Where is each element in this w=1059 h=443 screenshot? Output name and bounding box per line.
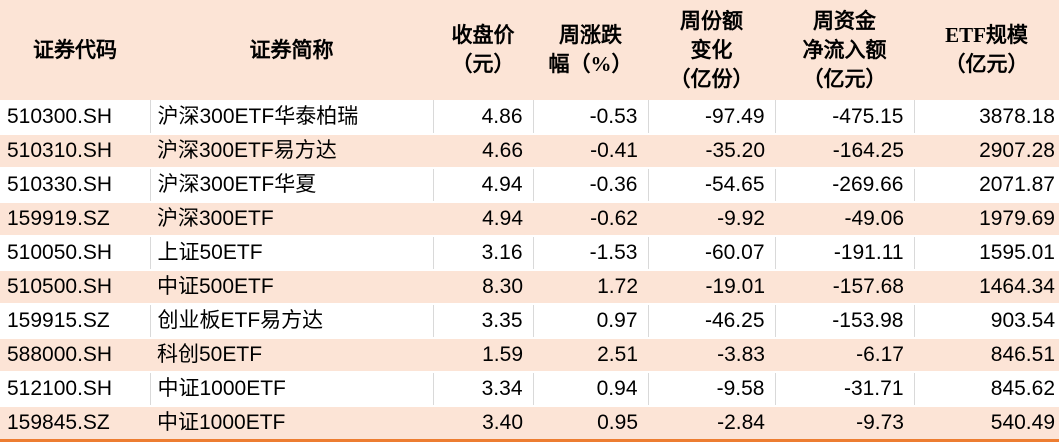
table-row: 510050.SH 上证50ETF 3.16 -1.53 -60.07 -191.11 15…	[0, 236, 1059, 271]
cell-close-price: 4.94	[433, 202, 533, 237]
cell-name: 沪深300ETF易方达	[150, 134, 433, 169]
cell-share-change: -19.01	[648, 270, 775, 305]
cell-name: 沪深300ETF华夏	[150, 168, 434, 203]
cell-close-price: 3.40	[433, 406, 533, 441]
column-header-name: 证券简称	[150, 0, 433, 100]
cell-etf-scale: 1464.34	[914, 270, 1059, 305]
cell-etf-scale: 846.51	[914, 338, 1059, 373]
cell-share-change: -3.83	[648, 338, 775, 373]
column-header-code: 证券代码	[0, 0, 150, 100]
cell-weekly-change: 0.97	[533, 304, 649, 339]
cell-net-inflow: -191.11	[775, 236, 915, 271]
cell-code: 512100.SH	[0, 372, 151, 407]
table-row: 588000.SH 科创50ETF 1.59 2.51 -3.83 -6.17 846.51	[0, 338, 1059, 373]
cell-name: 上证50ETF	[150, 236, 434, 271]
cell-weekly-change: -0.36	[533, 168, 649, 203]
cell-net-inflow: -6.17	[775, 338, 914, 373]
cell-code: 159919.SZ	[0, 202, 150, 237]
cell-name: 中证1000ETF	[150, 372, 434, 407]
cell-name: 科创50ETF	[150, 338, 433, 373]
cell-net-inflow: -49.06	[775, 202, 914, 237]
cell-net-inflow: -157.68	[775, 270, 914, 305]
table-row: 159919.SZ 沪深300ETF 4.94 -0.62 -9.92 -49.06 197…	[0, 202, 1059, 237]
table-row: 510500.SH 中证500ETF 8.30 1.72 -19.01 -157.68 14…	[0, 270, 1059, 305]
cell-code: 510050.SH	[0, 236, 151, 271]
cell-weekly-change: -1.53	[533, 236, 649, 271]
cell-etf-scale: 2907.28	[914, 134, 1059, 169]
cell-weekly-change: 0.95	[533, 406, 648, 441]
cell-code: 159915.SZ	[0, 304, 151, 339]
cell-net-inflow: -153.98	[775, 304, 915, 339]
table-row: 512100.SH 中证1000ETF 3.34 0.94 -9.58 -31.71 845…	[0, 372, 1059, 407]
cell-close-price: 3.35	[433, 304, 534, 339]
cell-code: 510330.SH	[0, 168, 151, 203]
column-header-net_inflow: 周资金 净流入额 （亿元）	[775, 0, 914, 100]
cell-share-change: -35.20	[648, 134, 775, 169]
column-header-scale: ETF规模 （亿元）	[914, 0, 1059, 100]
cell-code: 588000.SH	[0, 338, 150, 373]
cell-close-price: 8.30	[433, 270, 533, 305]
cell-code: 510310.SH	[0, 134, 150, 169]
header-row: 证券代码 证券简称 收盘价 （元） 周涨跌 幅（%） 周份额 变化 （亿份） 周资金 净流…	[0, 0, 1059, 100]
cell-name: 沪深300ETF华泰柏瑞	[150, 100, 434, 135]
cell-weekly-change: -0.53	[533, 100, 649, 135]
cell-close-price: 4.94	[433, 168, 534, 203]
cell-close-price: 4.86	[433, 100, 534, 135]
cell-share-change: -2.84	[648, 406, 775, 441]
cell-share-change: -9.92	[648, 202, 775, 237]
cell-net-inflow: -164.25	[775, 134, 914, 169]
cell-name: 创业板ETF易方达	[150, 304, 434, 339]
cell-code: 159845.SZ	[0, 406, 150, 441]
table-row: 159845.SZ 中证1000ETF 3.40 0.95 -2.84 -9.73 540.…	[0, 406, 1059, 441]
cell-share-change: -46.25	[648, 304, 776, 339]
column-header-week_chg: 周涨跌 幅（%）	[533, 0, 648, 100]
cell-etf-scale: 1979.69	[914, 202, 1059, 237]
cell-code: 510300.SH	[0, 100, 151, 135]
cell-etf-scale: 903.54	[914, 304, 1059, 339]
cell-share-change: -54.65	[648, 168, 776, 203]
table-body: 510300.SH 沪深300ETF华泰柏瑞 4.86 -0.53 -97.49 -475…	[0, 100, 1059, 441]
table-row: 510330.SH 沪深300ETF华夏 4.94 -0.36 -54.65 -269.6…	[0, 168, 1059, 203]
cell-close-price: 4.66	[433, 134, 533, 169]
cell-share-change: -9.58	[648, 372, 776, 407]
cell-share-change: -97.49	[648, 100, 776, 135]
cell-name: 沪深300ETF	[150, 202, 433, 237]
cell-name: 中证500ETF	[150, 270, 433, 305]
cell-weekly-change: -0.41	[533, 134, 648, 169]
table-header: 证券代码 证券简称 收盘价 （元） 周涨跌 幅（%） 周份额 变化 （亿份） 周资金 净流…	[0, 0, 1059, 100]
cell-net-inflow: -269.66	[775, 168, 915, 203]
column-header-close: 收盘价 （元）	[433, 0, 533, 100]
table-row: 159915.SZ 创业板ETF易方达 3.35 0.97 -46.25 -153.98 9…	[0, 304, 1059, 339]
cell-etf-scale: 2071.87	[914, 168, 1059, 203]
cell-etf-scale: 540.49	[914, 406, 1059, 441]
cell-code: 510500.SH	[0, 270, 150, 305]
cell-weekly-change: -0.62	[533, 202, 648, 237]
cell-etf-scale: 3878.18	[914, 100, 1059, 135]
cell-net-inflow: -9.73	[775, 406, 914, 441]
cell-close-price: 1.59	[433, 338, 533, 373]
cell-weekly-change: 0.94	[533, 372, 649, 407]
cell-close-price: 3.16	[433, 236, 534, 271]
column-header-share_chg: 周份额 变化 （亿份）	[648, 0, 775, 100]
cell-weekly-change: 1.72	[533, 270, 648, 305]
table-row: 510300.SH 沪深300ETF华泰柏瑞 4.86 -0.53 -97.49 -475…	[0, 100, 1059, 135]
cell-close-price: 3.34	[433, 372, 534, 407]
cell-weekly-change: 2.51	[533, 338, 648, 373]
cell-net-inflow: -475.15	[775, 100, 915, 135]
table-row: 510310.SH 沪深300ETF易方达 4.66 -0.41 -35.20 -164.…	[0, 134, 1059, 169]
cell-etf-scale: 1595.01	[914, 236, 1059, 271]
cell-net-inflow: -31.71	[775, 372, 915, 407]
cell-name: 中证1000ETF	[150, 406, 433, 441]
cell-etf-scale: 845.62	[914, 372, 1059, 407]
cell-share-change: -60.07	[648, 236, 776, 271]
